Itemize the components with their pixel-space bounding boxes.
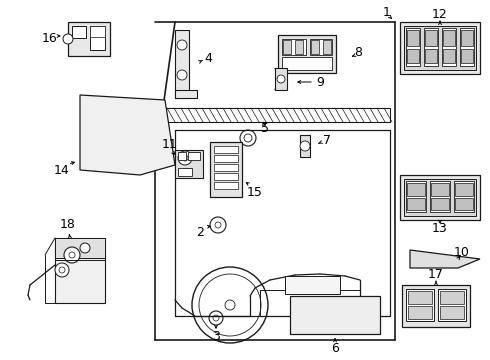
Bar: [283, 40, 291, 54]
Text: 12: 12: [432, 8, 448, 21]
Bar: [431, 198, 449, 210]
Text: 8: 8: [354, 45, 362, 58]
Bar: [407, 183, 425, 196]
Bar: [90, 26, 105, 37]
Bar: [210, 142, 242, 197]
Bar: [68, 22, 110, 56]
Circle shape: [300, 141, 310, 151]
Text: 10: 10: [454, 246, 470, 258]
Bar: [55, 238, 105, 303]
Bar: [461, 30, 473, 46]
Text: 1: 1: [383, 5, 391, 18]
Bar: [175, 90, 197, 98]
Bar: [214, 182, 238, 189]
Bar: [90, 26, 105, 50]
Bar: [438, 289, 466, 321]
Bar: [310, 39, 332, 55]
Bar: [407, 30, 419, 46]
Bar: [188, 152, 200, 160]
Bar: [311, 40, 319, 54]
Text: 11: 11: [162, 139, 178, 152]
Bar: [404, 179, 476, 216]
Text: 13: 13: [432, 221, 448, 234]
Text: 2: 2: [196, 225, 204, 238]
Bar: [454, 181, 474, 212]
Bar: [460, 28, 474, 66]
Bar: [290, 296, 380, 334]
Text: 16: 16: [42, 31, 58, 45]
Bar: [178, 152, 186, 160]
Bar: [214, 164, 238, 171]
Circle shape: [64, 247, 80, 263]
Bar: [406, 181, 426, 212]
Circle shape: [55, 263, 69, 277]
Circle shape: [178, 151, 192, 165]
Bar: [72, 26, 86, 38]
Circle shape: [63, 34, 73, 44]
Bar: [443, 30, 455, 46]
Bar: [178, 168, 192, 176]
Polygon shape: [80, 95, 175, 175]
Circle shape: [177, 40, 187, 50]
Bar: [425, 49, 437, 63]
Bar: [400, 22, 480, 74]
Bar: [278, 35, 336, 73]
Bar: [408, 291, 432, 304]
Bar: [431, 183, 449, 196]
Bar: [407, 198, 425, 210]
Bar: [300, 135, 310, 157]
Bar: [214, 155, 238, 162]
Bar: [408, 306, 432, 319]
Text: 3: 3: [212, 330, 220, 343]
Bar: [55, 238, 105, 258]
Bar: [165, 108, 390, 122]
Bar: [406, 289, 434, 321]
Text: 17: 17: [428, 269, 444, 282]
Bar: [443, 49, 455, 63]
Bar: [295, 40, 303, 54]
Bar: [461, 49, 473, 63]
Bar: [425, 30, 437, 46]
Bar: [285, 276, 340, 294]
Bar: [323, 40, 331, 54]
Text: 6: 6: [331, 342, 339, 355]
Bar: [175, 30, 189, 98]
Bar: [440, 306, 464, 319]
Bar: [430, 181, 450, 212]
Bar: [282, 39, 306, 55]
Bar: [214, 146, 238, 153]
Bar: [442, 28, 456, 66]
Text: 9: 9: [316, 76, 324, 89]
Text: 18: 18: [60, 219, 76, 231]
Text: 15: 15: [247, 185, 263, 198]
Polygon shape: [410, 250, 480, 268]
Circle shape: [80, 243, 90, 253]
Bar: [402, 285, 470, 327]
Bar: [455, 198, 473, 210]
Bar: [455, 183, 473, 196]
Circle shape: [177, 70, 187, 80]
Bar: [275, 68, 287, 90]
Bar: [175, 150, 203, 178]
Text: 4: 4: [204, 51, 212, 64]
Bar: [404, 26, 476, 70]
Bar: [400, 175, 480, 220]
Circle shape: [277, 75, 285, 83]
Bar: [424, 28, 438, 66]
Text: 5: 5: [261, 122, 269, 135]
Bar: [407, 49, 419, 63]
Bar: [214, 173, 238, 180]
Text: 7: 7: [323, 134, 331, 147]
Bar: [406, 28, 420, 66]
Bar: [440, 291, 464, 304]
Text: 14: 14: [54, 163, 70, 176]
Bar: [282, 57, 332, 70]
